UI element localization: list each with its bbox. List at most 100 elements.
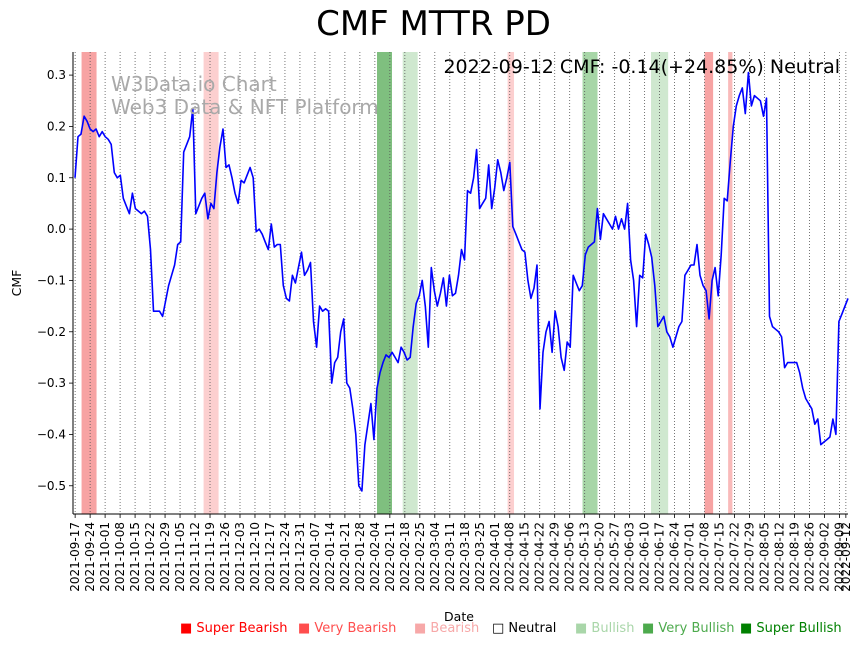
x-tick-label: 2022-09-09 [832, 522, 846, 592]
x-tick-labels: 2021-09-17 2021-09-24 2021-10-01 2021-10-08… [68, 514, 853, 592]
x-tick-label: 2022-06-10 [638, 522, 652, 592]
cmf-line-layer [74, 71, 849, 492]
x-tick-label: 2022-01-14 [323, 522, 337, 592]
x-tick-label: 2022-04-08 [503, 522, 517, 592]
legend-swatch-icon: ■ [298, 621, 315, 636]
y-tick-label: −0.5 [37, 479, 66, 493]
signal-band-bearish [507, 52, 515, 514]
x-tick-label: 2022-08-26 [802, 522, 816, 592]
x-tick-label: 2021-10-08 [113, 522, 127, 592]
legend-item-super-bullish: ■ Super Bullish [740, 621, 842, 636]
x-tick-label: 2021-10-29 [158, 522, 172, 592]
legend-swatch-icon: ■ [180, 621, 197, 636]
legend-swatch-icon: □ [492, 621, 509, 636]
chart-title: CMF MTTR PD [316, 4, 551, 44]
latest-value-annotation: 2022-09-12 CMF: -0.14(+24.85%) Neutral [443, 56, 840, 78]
x-tick-label: 2022-04-22 [533, 522, 547, 592]
signal-bands [81, 52, 733, 514]
legend-item-bearish: ■ Bearish [414, 621, 479, 636]
x-tick-label: 2022-01-07 [308, 522, 322, 592]
y-tick-label: −0.4 [37, 427, 66, 441]
x-tick-label: 2021-11-12 [188, 522, 202, 592]
x-tick-label: 2021-11-19 [203, 522, 217, 592]
x-tick-label: 2022-06-24 [668, 522, 682, 592]
legend-item-bullish: ■ Bullish [575, 621, 634, 636]
y-tick-label: 0.2 [47, 119, 66, 133]
x-tick-label: 2022-06-03 [623, 522, 637, 592]
x-tick-label: 2022-02-04 [368, 522, 382, 592]
y-tick-label: 0.1 [47, 171, 66, 185]
x-tick-label: 2022-05-20 [593, 522, 607, 592]
x-tick-label: 2022-02-11 [383, 522, 397, 592]
x-tick-label: 2022-08-19 [787, 522, 801, 592]
x-tick-label: 2022-02-25 [413, 522, 427, 592]
x-tick-label: 2021-12-17 [263, 522, 277, 592]
x-tick-label: 2021-10-01 [98, 522, 112, 592]
x-tick-label: 2022-09-02 [817, 522, 831, 592]
legend-label: Very Bearish [314, 621, 397, 636]
x-tick-label: 2022-03-04 [428, 522, 442, 592]
y-axis-label: CMF [9, 270, 24, 297]
x-tick-label: 2022-05-13 [578, 522, 592, 592]
x-axis-label: Date [444, 609, 474, 624]
legend-item-neutral: □ Neutral [492, 621, 556, 636]
x-tick-label: 2022-08-12 [772, 522, 786, 592]
legend-item-super-bearish: ■ Super Bearish [180, 621, 288, 636]
legend-swatch-icon: ■ [642, 621, 659, 636]
x-tick-label: 2022-02-18 [398, 522, 412, 592]
x-tick-label: 2022-08-05 [758, 522, 772, 592]
signal-band-very-bearish [704, 52, 714, 514]
x-tick-label: 2022-07-08 [698, 522, 712, 592]
x-tick-label: 2022-04-01 [488, 522, 502, 592]
x-tick-label: 2022-03-18 [458, 522, 472, 592]
signal-band-very-bearish-light [728, 52, 733, 514]
signal-band-bearish [203, 52, 219, 514]
x-tick-label: 2021-09-17 [68, 522, 82, 592]
legend-label: Neutral [508, 621, 557, 636]
x-tick-label: 2022-01-28 [353, 522, 367, 592]
x-tick-label: 2022-07-01 [683, 522, 697, 592]
axes [72, 52, 848, 515]
x-tick-label: 2021-10-22 [143, 522, 157, 592]
signal-band-bullish [402, 52, 418, 514]
signal-band-bullish-mid [582, 52, 598, 514]
legend-label: Super Bullish [756, 621, 842, 636]
legend-item-very-bullish: ■ Very Bullish [642, 621, 734, 636]
x-tick-label: 2022-06-17 [653, 522, 667, 592]
signal-band-very-bullish [377, 52, 392, 514]
x-tick-label: 2022-07-29 [743, 522, 757, 592]
x-tick-label: 2021-12-03 [233, 522, 247, 592]
x-tick-label: 2022-05-27 [608, 522, 622, 592]
x-tick-label: 2022-07-15 [713, 522, 727, 592]
x-tick-label: 2021-12-10 [248, 522, 262, 592]
x-tick-label: 2021-11-26 [218, 522, 232, 592]
x-tick-label: 2022-04-15 [518, 522, 532, 592]
legend-label: Super Bearish [196, 621, 288, 636]
x-tick-label: 2021-11-05 [173, 522, 187, 592]
x-tick-label: 2022-04-29 [548, 522, 562, 592]
legend-label: Bullish [591, 621, 635, 636]
x-tick-label: 2021-12-31 [293, 522, 307, 592]
cmf-series-line [74, 71, 849, 492]
y-tick-label: −0.2 [37, 325, 66, 339]
y-tick-label: 0.0 [47, 222, 66, 236]
legend-swatch-icon: ■ [575, 621, 592, 636]
signal-band-very-bearish [81, 52, 97, 514]
x-tick-label: 2022-03-25 [473, 522, 487, 592]
x-tick-label: 2022-09-12 [839, 522, 853, 592]
x-tick-label: 2021-09-24 [83, 522, 97, 592]
x-tick-label: 2021-12-24 [278, 522, 292, 592]
vertical-grid [74, 52, 847, 514]
y-tick-labels: 0.3 0.2 0.1 0.0 −0.1 −0.2 −0.3 −0.4 −0.5 [37, 68, 73, 493]
watermark-line1: W3Data.io Chart [111, 72, 277, 96]
x-tick-label: 2022-03-11 [443, 522, 457, 592]
legend-label: Very Bullish [658, 621, 735, 636]
legend-label: Bearish [430, 621, 480, 636]
legend-swatch-icon: ■ [740, 621, 757, 636]
watermark-line2: Web3 Data & NFT Platform [111, 95, 379, 119]
x-tick-label: 2022-05-06 [563, 522, 577, 592]
y-tick-label: −0.3 [37, 376, 66, 390]
x-tick-label: 2022-01-21 [338, 522, 352, 592]
x-tick-label: 2022-07-22 [728, 522, 742, 592]
